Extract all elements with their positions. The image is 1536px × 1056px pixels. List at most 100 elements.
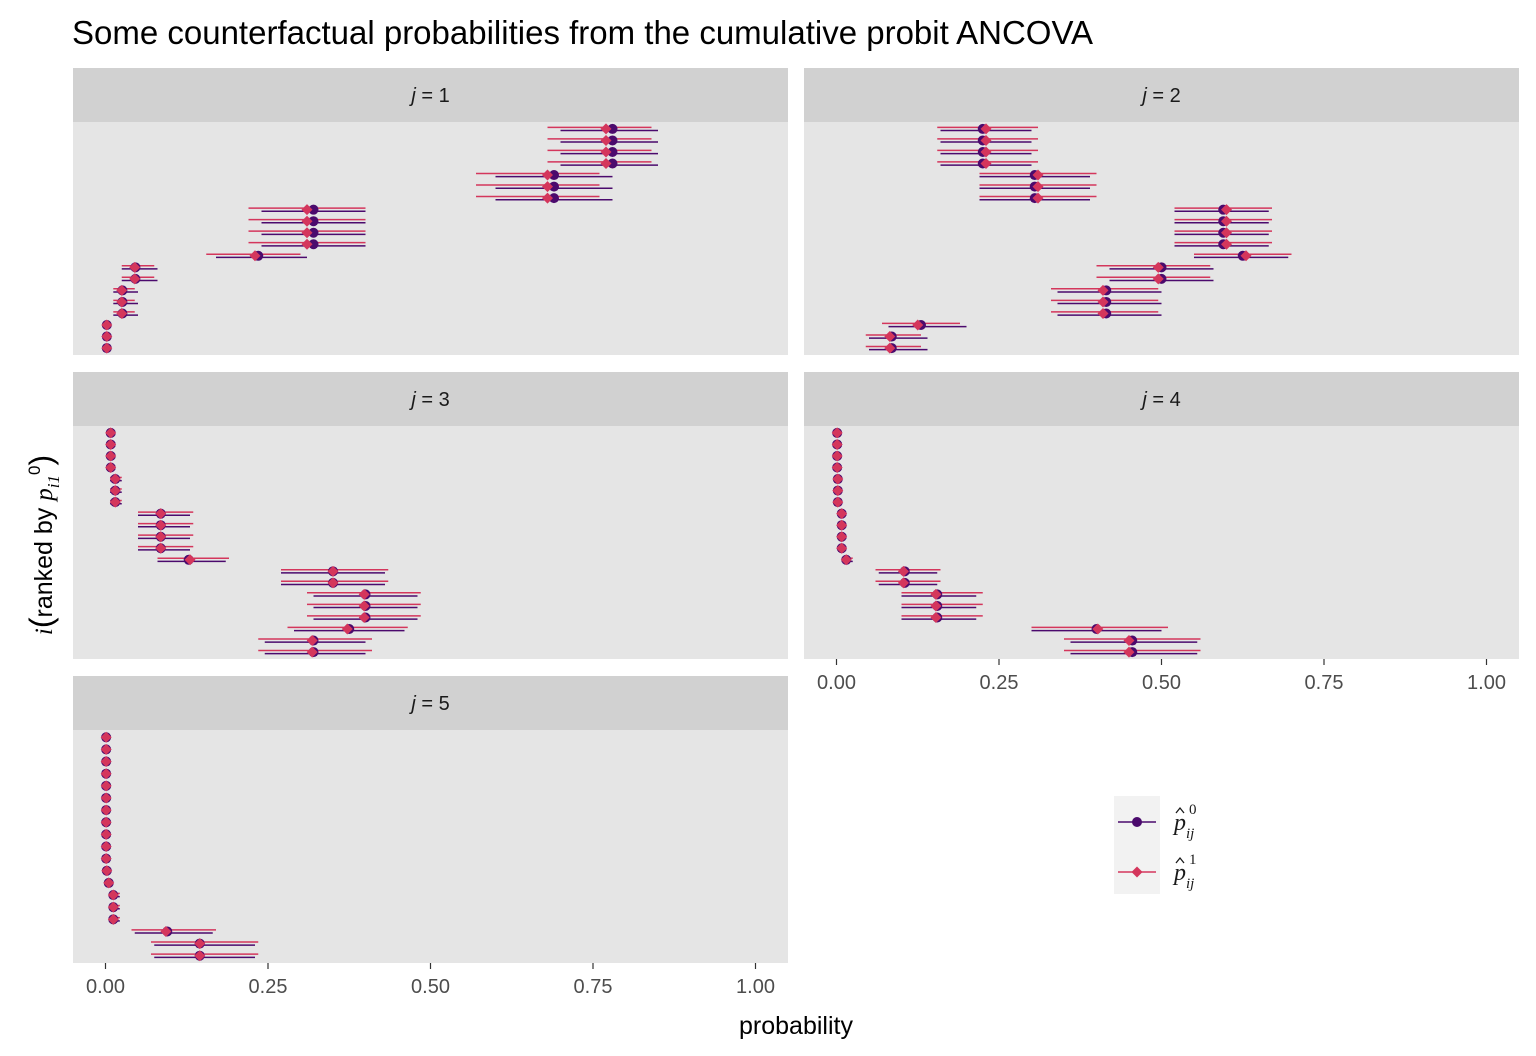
point-p1 bbox=[840, 554, 852, 566]
point-p1 bbox=[836, 542, 848, 554]
observation-row bbox=[281, 577, 389, 589]
point-p1 bbox=[836, 508, 848, 520]
point-p1 bbox=[116, 307, 128, 319]
facet-strip-value: 2 bbox=[1170, 85, 1181, 107]
x-tick-label: 0.75 bbox=[1305, 672, 1344, 694]
point-p1 bbox=[600, 146, 612, 158]
observation-row bbox=[882, 319, 967, 331]
point-p1 bbox=[194, 938, 206, 950]
chart-title: Some counterfactual probabilities from t… bbox=[72, 14, 1093, 51]
point-p1 bbox=[103, 877, 115, 889]
observation-row bbox=[248, 215, 366, 227]
point-p1 bbox=[101, 319, 113, 331]
point-p1 bbox=[1032, 192, 1044, 204]
point-p1 bbox=[100, 853, 112, 865]
point-p1 bbox=[912, 319, 924, 331]
point-p1 bbox=[109, 473, 121, 485]
x-tick-label: 1.00 bbox=[1467, 672, 1506, 694]
point-p1 bbox=[107, 889, 119, 901]
x-tick-label: 0.75 bbox=[574, 976, 613, 998]
y-axis-title: i(ranked by pi10) bbox=[23, 455, 63, 635]
observation-row bbox=[476, 169, 613, 181]
observation-row bbox=[107, 913, 120, 925]
observation-row bbox=[1051, 296, 1162, 308]
facet-strip bbox=[804, 372, 1519, 426]
point-p1 bbox=[100, 743, 112, 755]
observation-row bbox=[547, 158, 658, 170]
point-p1 bbox=[301, 227, 313, 239]
facet-panel-j3: j = 3 bbox=[73, 372, 788, 659]
facet-strip-label: j = 3 bbox=[408, 389, 449, 411]
point-p1 bbox=[155, 542, 167, 554]
point-p1 bbox=[116, 284, 128, 296]
point-p1 bbox=[831, 427, 843, 439]
point-p1 bbox=[542, 169, 553, 181]
observation-row bbox=[836, 531, 848, 543]
observation-row bbox=[258, 646, 372, 658]
observation-row bbox=[101, 319, 113, 331]
point-p1 bbox=[184, 554, 196, 566]
observation-row bbox=[865, 331, 928, 343]
observation-row bbox=[101, 331, 113, 343]
observation-row bbox=[1096, 261, 1214, 273]
point-p1 bbox=[100, 816, 112, 828]
point-p1 bbox=[194, 950, 206, 962]
observation-row bbox=[138, 542, 194, 554]
point-p1 bbox=[249, 250, 261, 262]
legend-key-circle bbox=[1132, 817, 1142, 827]
point-p1 bbox=[100, 768, 112, 780]
observation-row bbox=[937, 146, 1038, 158]
point-p1 bbox=[327, 565, 339, 577]
facet-strip-label: j = 2 bbox=[1139, 85, 1180, 107]
point-p0 bbox=[308, 239, 319, 250]
facet-strip-label: j = 1 bbox=[408, 85, 449, 107]
observation-row bbox=[831, 462, 843, 474]
point-p1 bbox=[1092, 623, 1104, 635]
legend-label: pij1 bbox=[1172, 852, 1197, 892]
observation-row bbox=[831, 427, 843, 439]
point-p1 bbox=[129, 261, 141, 273]
observation-row bbox=[100, 780, 112, 792]
observation-row bbox=[131, 925, 216, 937]
observation-row bbox=[979, 169, 1097, 181]
observation-row bbox=[547, 134, 658, 146]
point-p1 bbox=[116, 296, 128, 308]
point-p1 bbox=[1032, 169, 1044, 181]
point-p1 bbox=[105, 450, 117, 462]
point-p1 bbox=[105, 427, 117, 439]
observation-row bbox=[248, 204, 366, 216]
observation-row bbox=[979, 192, 1097, 204]
observation-row bbox=[836, 508, 848, 520]
panel-background bbox=[804, 122, 1519, 355]
point-p1 bbox=[980, 134, 992, 146]
point-p1 bbox=[358, 600, 370, 612]
point-p1 bbox=[101, 865, 113, 877]
observation-row bbox=[258, 635, 372, 647]
point-p0 bbox=[549, 193, 559, 204]
observation-row bbox=[113, 284, 138, 296]
observation-row bbox=[109, 496, 122, 508]
panel-background bbox=[804, 426, 1519, 659]
observation-row bbox=[101, 865, 113, 877]
point-p1 bbox=[1123, 635, 1135, 647]
observation-row bbox=[138, 508, 194, 520]
observation-row bbox=[1194, 250, 1292, 262]
facet-strip-label: j = 4 bbox=[1139, 389, 1180, 411]
observation-row bbox=[100, 743, 112, 755]
facet-panel-j5: j = 5 0.00 0.25 0.50 0.75 1.00 bbox=[73, 676, 788, 998]
facet-grid: j = 1 j = 2 j = 3 j = 4 0.00 0.25 0.50 0.75 1.00… bbox=[73, 68, 1519, 998]
point-p1 bbox=[109, 485, 121, 497]
observation-row bbox=[831, 438, 843, 450]
observation-row bbox=[248, 238, 366, 250]
facet-strip-label: j = 5 bbox=[408, 693, 449, 715]
observation-row bbox=[1064, 646, 1201, 658]
point-p1 bbox=[832, 485, 844, 497]
observation-row bbox=[105, 438, 117, 450]
point-p0 bbox=[607, 158, 618, 169]
x-tick-label: 0.25 bbox=[249, 976, 288, 998]
facet-strip bbox=[73, 68, 788, 122]
observation-row bbox=[151, 950, 259, 962]
observation-row bbox=[1051, 307, 1162, 319]
point-p1 bbox=[100, 804, 112, 816]
